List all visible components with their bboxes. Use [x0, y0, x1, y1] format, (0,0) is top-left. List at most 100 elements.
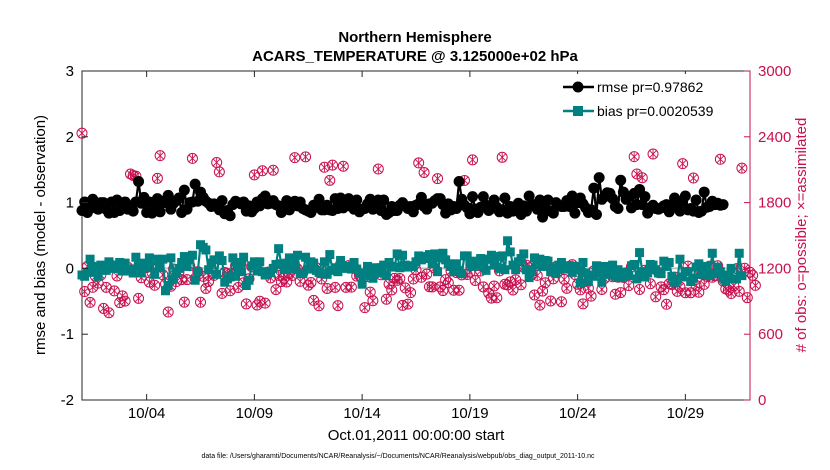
- obs-possible-point: [644, 278, 656, 290]
- obs-assimilated-point: [164, 307, 172, 317]
- bias-point: [643, 268, 653, 278]
- bias-point: [734, 248, 744, 258]
- obs-assimilated-point: [80, 287, 89, 296]
- bias-point: [573, 265, 583, 275]
- x-axis: 10/04 10/09 10/14 10/19 10/24 10/29: [128, 71, 704, 422]
- obs-assimilated-point: [579, 299, 587, 309]
- obs-assimilated-point: [374, 164, 383, 174]
- obs-possible-point: [270, 284, 282, 296]
- rmse-point: [639, 191, 651, 203]
- obs-possible-point: [496, 151, 508, 163]
- obs-assimilated-point: [282, 277, 291, 287]
- bias-point: [613, 265, 623, 275]
- bias-point: [605, 267, 615, 277]
- bias-point: [284, 253, 294, 263]
- obs-assimilated-point: [183, 275, 191, 285]
- legend: rmse pr=0.97862 bias pr=0.0020539: [560, 74, 720, 122]
- obs-assimilated-point: [339, 161, 347, 171]
- obs-assimilated-point: [401, 283, 409, 293]
- left-y-axis: -2 -1 0 1 2 3: [61, 63, 88, 409]
- bias-point: [363, 261, 373, 271]
- rmse-point: [674, 205, 686, 217]
- bias-point: [521, 265, 531, 275]
- obs-assimilated-point: [269, 165, 277, 175]
- obs-possible-point: [332, 300, 344, 312]
- obs-assimilated-point: [156, 151, 164, 161]
- rmse-point: [313, 193, 325, 205]
- bias-point: [532, 260, 542, 270]
- bias-point: [152, 254, 162, 264]
- bias-point: [142, 263, 152, 273]
- obs-possible-point: [477, 281, 489, 293]
- x-tick-label: 10/04: [128, 405, 166, 422]
- right-y-axis: 0 600 1200 1800 2400 3000: [744, 63, 791, 409]
- bias-point: [209, 255, 219, 265]
- obs-assimilated-point: [423, 269, 431, 279]
- bias-point: [451, 259, 461, 269]
- bias-point: [624, 271, 634, 281]
- obs-assimilated-point: [417, 272, 426, 282]
- obs-possible-point: [380, 293, 392, 305]
- obs-possible-point: [324, 174, 336, 186]
- right-tick-label: 2400: [758, 129, 791, 146]
- bias-point: [190, 275, 200, 285]
- bias-point: [349, 257, 359, 267]
- rmse-point: [588, 182, 600, 194]
- obs-possible-point: [289, 152, 301, 164]
- bias-point: [726, 263, 736, 273]
- obs-assimilated-point: [678, 159, 687, 169]
- obs-assimilated-point: [202, 284, 210, 293]
- rmse-point: [593, 172, 605, 184]
- obs-assimilated-point: [89, 282, 97, 292]
- obs-possible-point: [469, 274, 481, 286]
- obs-assimilated-point: [366, 287, 374, 297]
- obs-assimilated-point: [180, 297, 189, 307]
- obs-possible-point: [677, 158, 689, 170]
- obs-possible-point: [545, 295, 557, 307]
- rmse-point: [189, 178, 201, 190]
- obs-assimilated-point: [153, 173, 162, 183]
- bias-point: [597, 277, 607, 287]
- bias-point: [694, 259, 704, 269]
- rmse-point: [453, 176, 465, 188]
- bias-point: [244, 275, 254, 285]
- rmse-series-layer: [76, 172, 729, 223]
- bias-point: [629, 259, 639, 269]
- bias-point: [497, 251, 507, 261]
- bias-point: [524, 273, 534, 283]
- obs-assimilated-point: [406, 288, 415, 298]
- bias-point: [274, 244, 284, 254]
- obs-possible-point: [318, 161, 330, 173]
- legend-rmse-marker: [572, 81, 584, 93]
- obs-assimilated-point: [560, 274, 568, 284]
- obs-assimilated-point: [716, 154, 725, 164]
- bias-point: [82, 267, 92, 277]
- obs-possible-point: [162, 306, 174, 318]
- obs-assimilated-point: [396, 274, 404, 283]
- right-tick-label: 3000: [758, 63, 791, 80]
- obs-assimilated-point: [506, 277, 514, 287]
- bias-point: [565, 261, 575, 271]
- obs-assimilated-point: [204, 277, 213, 286]
- bias-point: [446, 261, 456, 271]
- bias-point: [481, 265, 491, 275]
- bias-point: [424, 250, 434, 260]
- x-tick-label: 10/24: [559, 405, 597, 422]
- bias-point: [462, 251, 472, 261]
- obs-assimilated-point: [727, 289, 735, 298]
- bias-point: [667, 271, 677, 281]
- bias-point: [233, 257, 243, 267]
- obs-assimilated-point: [541, 278, 550, 288]
- obs-possible-point: [736, 162, 748, 174]
- obs-possible-point: [84, 296, 96, 308]
- rmse-point: [162, 189, 174, 201]
- right-tick-label: 0: [758, 392, 766, 409]
- right-tick-label: 600: [758, 326, 783, 343]
- bias-point: [179, 252, 189, 262]
- bias-point: [508, 260, 518, 270]
- obs-possible-point: [200, 282, 212, 294]
- right-tick-label: 1200: [758, 260, 791, 277]
- bias-point: [169, 274, 179, 284]
- obs-assimilated-point: [258, 166, 267, 176]
- obs-assimilated-point: [234, 283, 242, 292]
